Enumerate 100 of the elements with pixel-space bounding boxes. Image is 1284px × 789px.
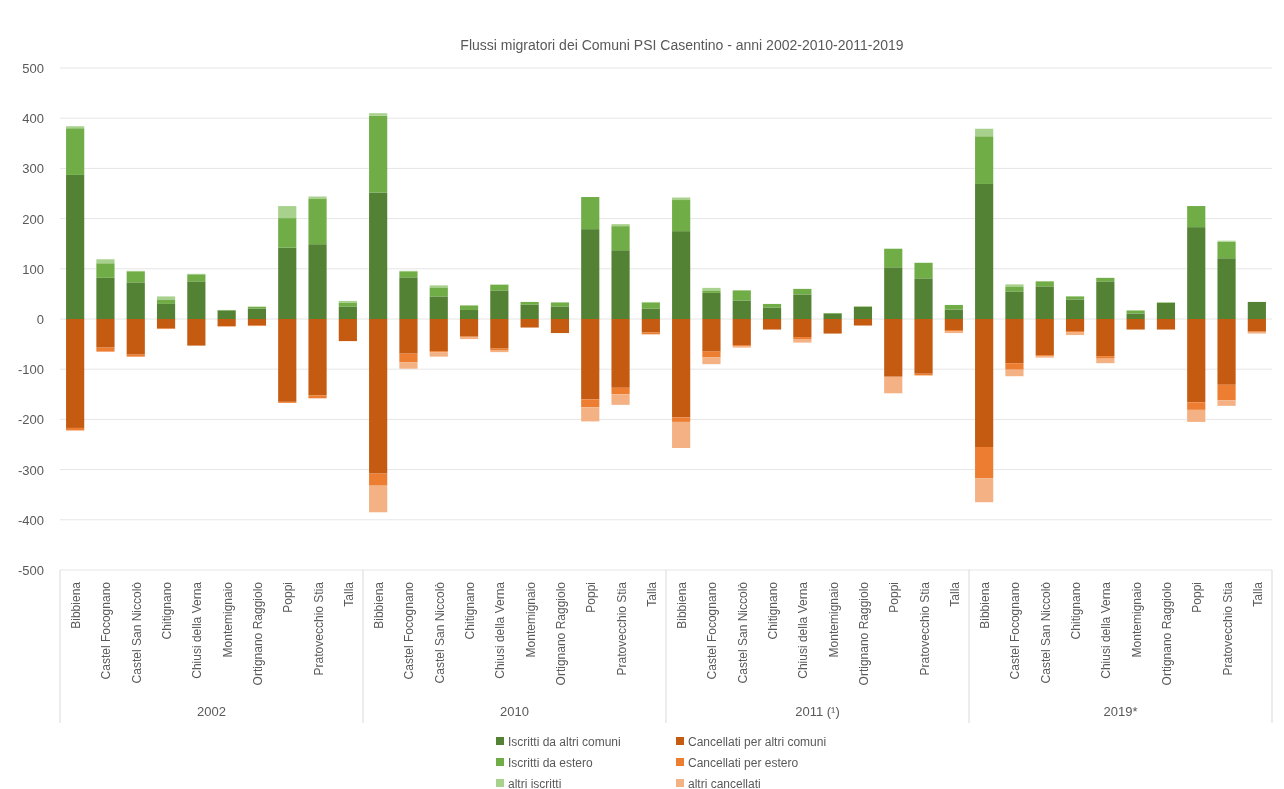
bar: [459, 309, 479, 319]
bar: [1156, 302, 1176, 319]
bar: [66, 126, 85, 129]
bar: [338, 306, 357, 319]
bar: [308, 199, 327, 245]
bar: [520, 304, 539, 319]
y-tick-label: 300: [22, 161, 44, 177]
x-tick-label: Pratovecchio Stia: [917, 581, 932, 676]
bar: [672, 421, 691, 449]
x-tick-label: Castel Focognano: [402, 581, 417, 680]
bar: [247, 319, 267, 326]
bar: [96, 319, 115, 348]
bar: [702, 357, 721, 365]
x-tick-label: Ortignano Raggiolo: [250, 581, 265, 686]
bar: [1126, 319, 1145, 330]
bar: [1247, 319, 1266, 332]
y-tick-label: 0: [36, 312, 44, 327]
x-tick-label: Castel San Niccolò: [1038, 581, 1053, 684]
bar: [369, 113, 388, 116]
bar: [490, 319, 509, 349]
bar: [884, 376, 903, 394]
y-tick-label: -100: [17, 362, 44, 378]
x-tick-label: Poppi: [584, 582, 599, 613]
x-tick-label: Ortignano Raggiolo: [553, 581, 568, 686]
bar: [1035, 319, 1054, 356]
bar: [96, 263, 115, 278]
bar: [611, 394, 630, 405]
chart-title: Flussi migratori dei Comuni PSI Casentino - anni 2002-2010-2011-2019: [460, 37, 904, 53]
bar: [550, 319, 570, 334]
bar: [96, 347, 115, 352]
legend-label: altri cancellati: [688, 777, 761, 789]
bar: [1005, 363, 1024, 370]
x-tick-label: Montemignaio: [1129, 581, 1144, 658]
x-tick-label: Bibbiena: [69, 581, 84, 629]
legend-label: altri iscritti: [508, 777, 562, 789]
bar: [581, 399, 600, 408]
bar: [793, 294, 812, 319]
x-tick-label: Chiusi della Verna: [190, 581, 205, 679]
bar: [399, 277, 418, 319]
bar: [156, 299, 176, 304]
bar: [1035, 286, 1054, 319]
bar: [1187, 319, 1206, 403]
x-tick-label: Poppi: [1190, 582, 1205, 613]
bar: [96, 277, 115, 319]
bar: [793, 288, 812, 295]
bar: [672, 417, 691, 422]
y-tick-label: -400: [17, 512, 44, 528]
x-tick-label: Chiusi della Verna: [1099, 581, 1114, 679]
bar: [156, 296, 176, 300]
bar: [884, 248, 903, 268]
bar: [369, 115, 388, 193]
bar: [1156, 319, 1176, 330]
bar: [126, 271, 145, 283]
y-tick-label: 200: [22, 211, 44, 227]
bar: [399, 353, 418, 363]
bar: [944, 309, 963, 319]
x-tick-label: Talla: [1250, 581, 1265, 607]
x-tick-label: Castel Focognano: [99, 581, 114, 680]
bar: [429, 352, 448, 357]
y-tick-label: 100: [22, 261, 44, 277]
bar: [1035, 281, 1054, 287]
text: 2010: [500, 704, 529, 719]
bar: [278, 206, 297, 219]
bar: [429, 296, 448, 319]
bar: [126, 319, 145, 355]
x-tick-label: Castel San Niccolò: [432, 581, 447, 684]
bar: [429, 319, 448, 352]
y-tick-label: -300: [17, 462, 44, 478]
bar: [66, 319, 85, 428]
x-tick-label: Talla: [341, 581, 356, 607]
bar: [278, 247, 297, 319]
bar: [308, 395, 327, 399]
x-tick-label: Ortignano Raggiolo: [856, 581, 871, 686]
y-tick-label: 500: [22, 61, 44, 76]
x-tick-label: Bibbiena: [675, 581, 690, 629]
bar: [1005, 286, 1024, 292]
bar: [884, 319, 903, 377]
bar: [581, 319, 600, 400]
bar: [793, 319, 812, 338]
x-tick-label: Bibbiena: [978, 581, 993, 629]
text: 2011 (¹): [795, 704, 840, 719]
bar: [429, 287, 448, 297]
x-tick-label: Bibbiena: [372, 581, 387, 629]
bar: [1005, 291, 1024, 319]
bar: [1005, 369, 1024, 377]
bar: [762, 307, 782, 319]
bar: [672, 319, 691, 418]
bar: [217, 319, 236, 327]
x-tick-label: Castel San Niccolò: [129, 581, 144, 684]
bar: [1187, 227, 1206, 319]
bar: [459, 319, 479, 337]
bar: [975, 319, 994, 448]
x-tick-label: Chitignano: [1069, 581, 1084, 640]
bar: [1187, 206, 1206, 228]
bar: [399, 271, 418, 278]
y-tick-label: -200: [17, 412, 44, 428]
bar: [975, 478, 994, 503]
bar: [611, 387, 630, 395]
bar: [1065, 299, 1085, 319]
bar: [611, 319, 630, 388]
